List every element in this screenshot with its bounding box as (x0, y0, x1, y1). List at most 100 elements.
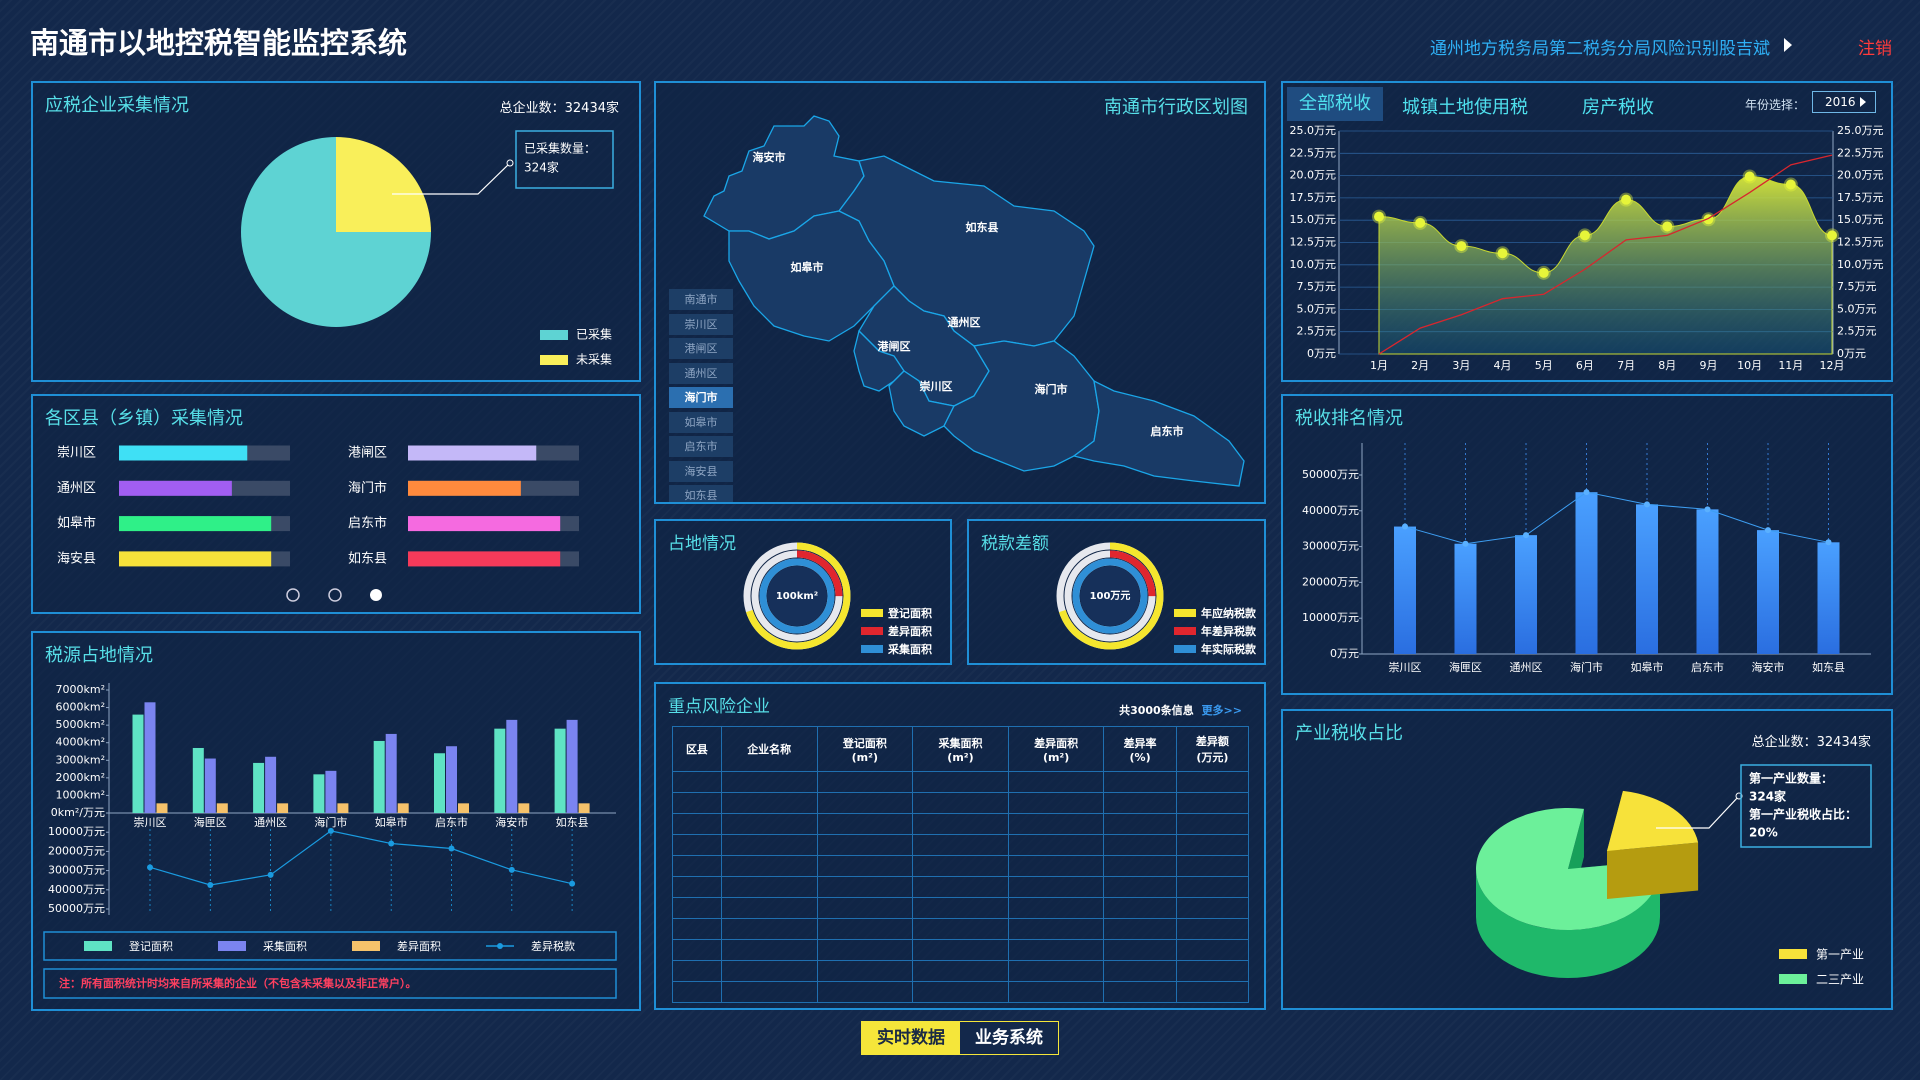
panel: 产业税收占比 总企业数：32434家 第一产业数量： 324家 第一产业税收占比： 2… (1281, 709, 1893, 1010)
bar (1575, 492, 1598, 654)
x-tick-label: 如东县 (1812, 660, 1845, 674)
table-cell (816, 960, 914, 982)
table-row (672, 834, 1250, 856)
line (1404, 491, 1829, 545)
region-item[interactable]: 如皋市 (669, 411, 733, 433)
point (1577, 228, 1592, 243)
table-cell (912, 855, 1009, 877)
table-cell (912, 918, 1009, 940)
legend-label: 登记面积 (129, 939, 173, 953)
y-tick-label: 20000万元 (1302, 575, 1359, 588)
table-row (672, 897, 1250, 919)
region-label: 港闸区 (878, 339, 911, 353)
region-item[interactable]: 港闸区 (669, 338, 733, 359)
table-cell (672, 771, 722, 793)
table-cell (912, 771, 1009, 793)
x-tick-label: 启东市 (435, 815, 468, 829)
ring-core (1080, 566, 1140, 626)
footer-button[interactable]: 实时数据 (862, 1022, 960, 1054)
bar-label: 海门市 (348, 480, 387, 496)
region-item[interactable]: 启东市 (669, 436, 733, 457)
user-name[interactable]: 通州地方税务局第二税务分局风险识别股吉斌 (1430, 39, 1770, 59)
bar (397, 803, 409, 813)
region-item[interactable]: 通州区 (669, 362, 733, 384)
table-cell (816, 897, 914, 919)
bar (1454, 543, 1477, 654)
x-tick-label: 通州区 (1510, 661, 1543, 674)
table-header: 区县 企业名称 登记面积 (m²) 采集面积 (m²) 差异面积 (m²) 差异率 (%)… (672, 726, 1250, 772)
column-header: 区县 (672, 726, 722, 772)
bar (1636, 504, 1658, 654)
bar (458, 803, 469, 813)
column-header: 登记面积 (m²) (816, 726, 914, 772)
region-label: 崇川区 (920, 379, 953, 393)
x-tick-label: 通州区 (254, 816, 287, 829)
table-cell (1007, 834, 1105, 856)
bar (408, 551, 561, 567)
y2-tick-label: 5.0万元 (1837, 302, 1877, 315)
legend-label: 第一产业 (1816, 948, 1864, 962)
y-tick-label: 10.0万元 (1290, 258, 1337, 271)
table-cell (1007, 918, 1105, 940)
point (1536, 265, 1551, 280)
bar-label: 启东市 (348, 515, 387, 531)
table-cell (1007, 897, 1105, 919)
table-cell (1007, 813, 1105, 835)
note-box (43, 968, 617, 999)
footer-button[interactable]: 业务系统 (960, 1022, 1058, 1054)
callout-box (515, 130, 614, 189)
table-row (672, 876, 1250, 898)
y2-tick-label: 20.0万元 (1837, 169, 1884, 182)
logout[interactable]: 注销 (1858, 39, 1892, 59)
table-cell (720, 771, 818, 793)
table-cell (1103, 981, 1177, 1003)
callout-line (392, 162, 511, 195)
table-cell (1175, 792, 1250, 814)
table-cell (1103, 876, 1177, 898)
legend-label: 未采集 (576, 352, 612, 367)
pager-dot[interactable] (286, 588, 300, 602)
legend-swatch (1779, 949, 1807, 959)
center-label: 100km² (776, 591, 818, 602)
line-point (147, 864, 153, 871)
legend-label: 差异税款 (531, 939, 575, 953)
bar-label: 海安县 (57, 551, 96, 566)
region-item[interactable]: 海门市 (669, 387, 733, 408)
pager-dot[interactable] (328, 588, 342, 602)
page-title: 南通市以地控税智能监控系统 (30, 26, 408, 60)
bar (566, 719, 578, 813)
pie-cut-face (1607, 842, 1699, 899)
bar (192, 747, 204, 813)
panel-title: 产业税收占比 (1295, 723, 1403, 744)
point (1765, 527, 1771, 534)
y2-tick-label: 22.5万元 (1837, 146, 1884, 159)
region-item[interactable]: 崇川区 (669, 313, 733, 335)
tab[interactable]: 房产税收 (1582, 97, 1654, 118)
point (1413, 215, 1428, 230)
tab[interactable]: 城镇土地使用税 (1402, 97, 1528, 118)
user-arrow[interactable] (1784, 38, 1792, 52)
x-tick-label: 7月 (1617, 359, 1635, 372)
more-link[interactable]: 更多>> (1201, 704, 1242, 717)
table-cell (1103, 918, 1177, 940)
line-point (207, 882, 214, 888)
tab[interactable]: 全部税收 (1287, 87, 1383, 121)
x-tick-label: 如皋市 (1631, 660, 1664, 674)
bar-label: 通州区 (57, 481, 96, 496)
bar (373, 740, 385, 813)
legend-box (43, 931, 617, 961)
table-cell (672, 876, 722, 898)
region-item[interactable]: 南通市 (669, 289, 733, 310)
region-item[interactable]: 海安县 (669, 460, 733, 482)
region-item[interactable]: 如东县 (669, 485, 733, 502)
panel-title: 应税企业采集情况 (45, 95, 189, 116)
year-select[interactable]: 2016 (1812, 91, 1876, 113)
y2-tick-label: 2.5万元 (1837, 325, 1877, 338)
pager-dot[interactable] (370, 589, 382, 601)
x-tick-label: 6月 (1576, 359, 1594, 372)
bar (554, 728, 566, 813)
table-cell (1175, 918, 1250, 940)
